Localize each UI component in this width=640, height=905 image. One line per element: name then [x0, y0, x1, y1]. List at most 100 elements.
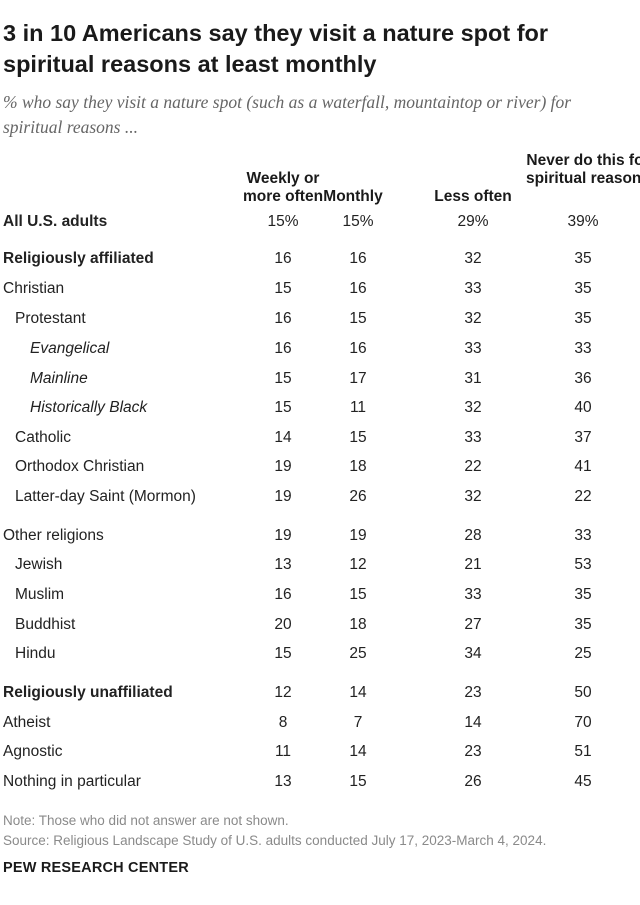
- table-row: Latter-day Saint (Mormon) 19 26 32 22: [0, 484, 640, 510]
- table-row: Christian 15 16 33 35: [0, 276, 640, 302]
- cell-less-often: 33: [464, 280, 482, 297]
- row-label: Hindu: [15, 645, 56, 662]
- column-header-monthly: Monthly: [323, 188, 383, 205]
- row-label: Protestant: [15, 310, 86, 327]
- row-label: Orthodox Christian: [15, 458, 145, 475]
- cell-monthly: 18: [349, 458, 367, 475]
- cell-monthly: 16: [349, 250, 367, 267]
- cell-monthly: 26: [349, 488, 367, 505]
- cell-less-often: 21: [464, 556, 482, 573]
- row-label: Christian: [3, 280, 65, 297]
- cell-less-often: 33: [464, 429, 482, 446]
- cell-less-often: 22: [464, 458, 482, 475]
- cell-less-often: 28: [464, 527, 482, 544]
- cell-weekly: 14: [274, 429, 292, 446]
- cell-less-often: 34: [464, 645, 482, 662]
- cell-monthly: 16: [349, 340, 367, 357]
- table-row: Agnostic 11 14 23 51: [0, 739, 640, 765]
- cell-less-often: 26: [464, 773, 482, 790]
- column-header-less-often: Less often: [434, 188, 512, 205]
- table-row: Catholic 14 15 33 37: [0, 425, 640, 451]
- cell-never: 35: [574, 280, 592, 297]
- cell-never: 22: [574, 488, 592, 505]
- table-row: All U.S. adults 15% 15% 29% 39%: [0, 209, 640, 235]
- cell-weekly: 15%: [267, 213, 299, 230]
- table-row: Religiously unaffiliated 12 14 23 50: [0, 680, 640, 706]
- source-text: Source: Religious Landscape Study of U.S…: [3, 833, 547, 848]
- cell-weekly: 20: [274, 616, 292, 633]
- table-row: Orthodox Christian 19 18 22 41: [0, 454, 640, 480]
- cell-never: 41: [574, 458, 592, 475]
- row-label: Religiously affiliated: [3, 250, 154, 267]
- cell-weekly: 15: [274, 645, 292, 662]
- cell-less-often: 32: [464, 488, 482, 505]
- cell-weekly: 15: [274, 280, 292, 297]
- table-row: Religiously affiliated 16 16 32 35: [0, 246, 640, 272]
- cell-less-often: 33: [464, 586, 482, 603]
- cell-less-often: 32: [464, 399, 482, 416]
- cell-less-often: 32: [464, 250, 482, 267]
- cell-monthly: 19: [349, 527, 367, 544]
- cell-never: 35: [574, 616, 592, 633]
- cell-less-often: 33: [464, 340, 482, 357]
- cell-monthly: 12: [349, 556, 367, 573]
- cell-monthly: 14: [349, 684, 367, 701]
- table-row: Other religions 19 19 28 33: [0, 523, 640, 549]
- cell-weekly: 19: [274, 488, 292, 505]
- cell-weekly: 16: [274, 586, 292, 603]
- cell-never: 45: [574, 773, 592, 790]
- cell-weekly: 11: [274, 743, 292, 760]
- table-row: Atheist 8 7 14 70: [0, 710, 640, 736]
- cell-never: 35: [574, 310, 592, 327]
- cell-monthly: 17: [349, 370, 367, 387]
- cell-monthly: 15: [349, 429, 367, 446]
- row-label: Muslim: [15, 586, 65, 603]
- cell-monthly: 15: [349, 310, 367, 327]
- cell-monthly: 7: [353, 714, 363, 731]
- cell-monthly: 15: [349, 586, 367, 603]
- row-label: Mainline: [30, 370, 88, 387]
- row-label: Other religions: [3, 527, 104, 544]
- cell-weekly: 13: [274, 773, 292, 790]
- cell-monthly: 25: [349, 645, 367, 662]
- row-label: Latter-day Saint (Mormon): [15, 488, 196, 505]
- cell-weekly: 19: [274, 527, 292, 544]
- cell-never: 35: [574, 586, 592, 603]
- cell-less-often: 23: [464, 743, 482, 760]
- cell-never: 36: [574, 370, 592, 387]
- table-row: Hindu 15 25 34 25: [0, 641, 640, 667]
- note-text: Note: Those who did not answer are not s…: [3, 813, 289, 828]
- cell-weekly: 8: [278, 714, 288, 731]
- row-label: Evangelical: [30, 340, 110, 357]
- cell-less-often: 32: [464, 310, 482, 327]
- table-row: Muslim 16 15 33 35: [0, 582, 640, 608]
- table-row: Historically Black 15 11 32 40: [0, 395, 640, 421]
- cell-weekly: 15: [274, 370, 292, 387]
- cell-weekly: 16: [274, 340, 292, 357]
- cell-weekly: 16: [274, 310, 292, 327]
- cell-less-often: 29%: [457, 213, 489, 230]
- cell-monthly: 11: [349, 399, 367, 416]
- table-row: Evangelical 16 16 33 33: [0, 336, 640, 362]
- chart-title: 3 in 10 Americans say they visit a natur…: [3, 20, 549, 77]
- cell-never: 35: [574, 250, 592, 267]
- column-header-never: Never do this for spiritual reasons: [525, 152, 640, 187]
- cell-never: 33: [574, 527, 592, 544]
- table-row: Mainline 15 17 31 36: [0, 366, 640, 392]
- chart-subtitle: % who say they visit a nature spot (such…: [3, 92, 572, 137]
- cell-weekly: 19: [274, 458, 292, 475]
- cell-never: 50: [574, 684, 592, 701]
- table-row: Nothing in particular 13 15 26 45: [0, 769, 640, 795]
- row-label: Jewish: [15, 556, 63, 573]
- row-label: All U.S. adults: [3, 213, 108, 230]
- cell-weekly: 16: [274, 250, 292, 267]
- cell-less-often: 27: [464, 616, 482, 633]
- cell-monthly: 18: [349, 616, 367, 633]
- cell-never: 51: [574, 743, 592, 760]
- cell-weekly: 15: [274, 399, 292, 416]
- row-label: Atheist: [3, 714, 51, 731]
- cell-weekly: 12: [274, 684, 292, 701]
- cell-monthly: 16: [349, 280, 367, 297]
- row-label: Buddhist: [15, 616, 76, 633]
- table-row: Protestant 16 15 32 35: [0, 306, 640, 332]
